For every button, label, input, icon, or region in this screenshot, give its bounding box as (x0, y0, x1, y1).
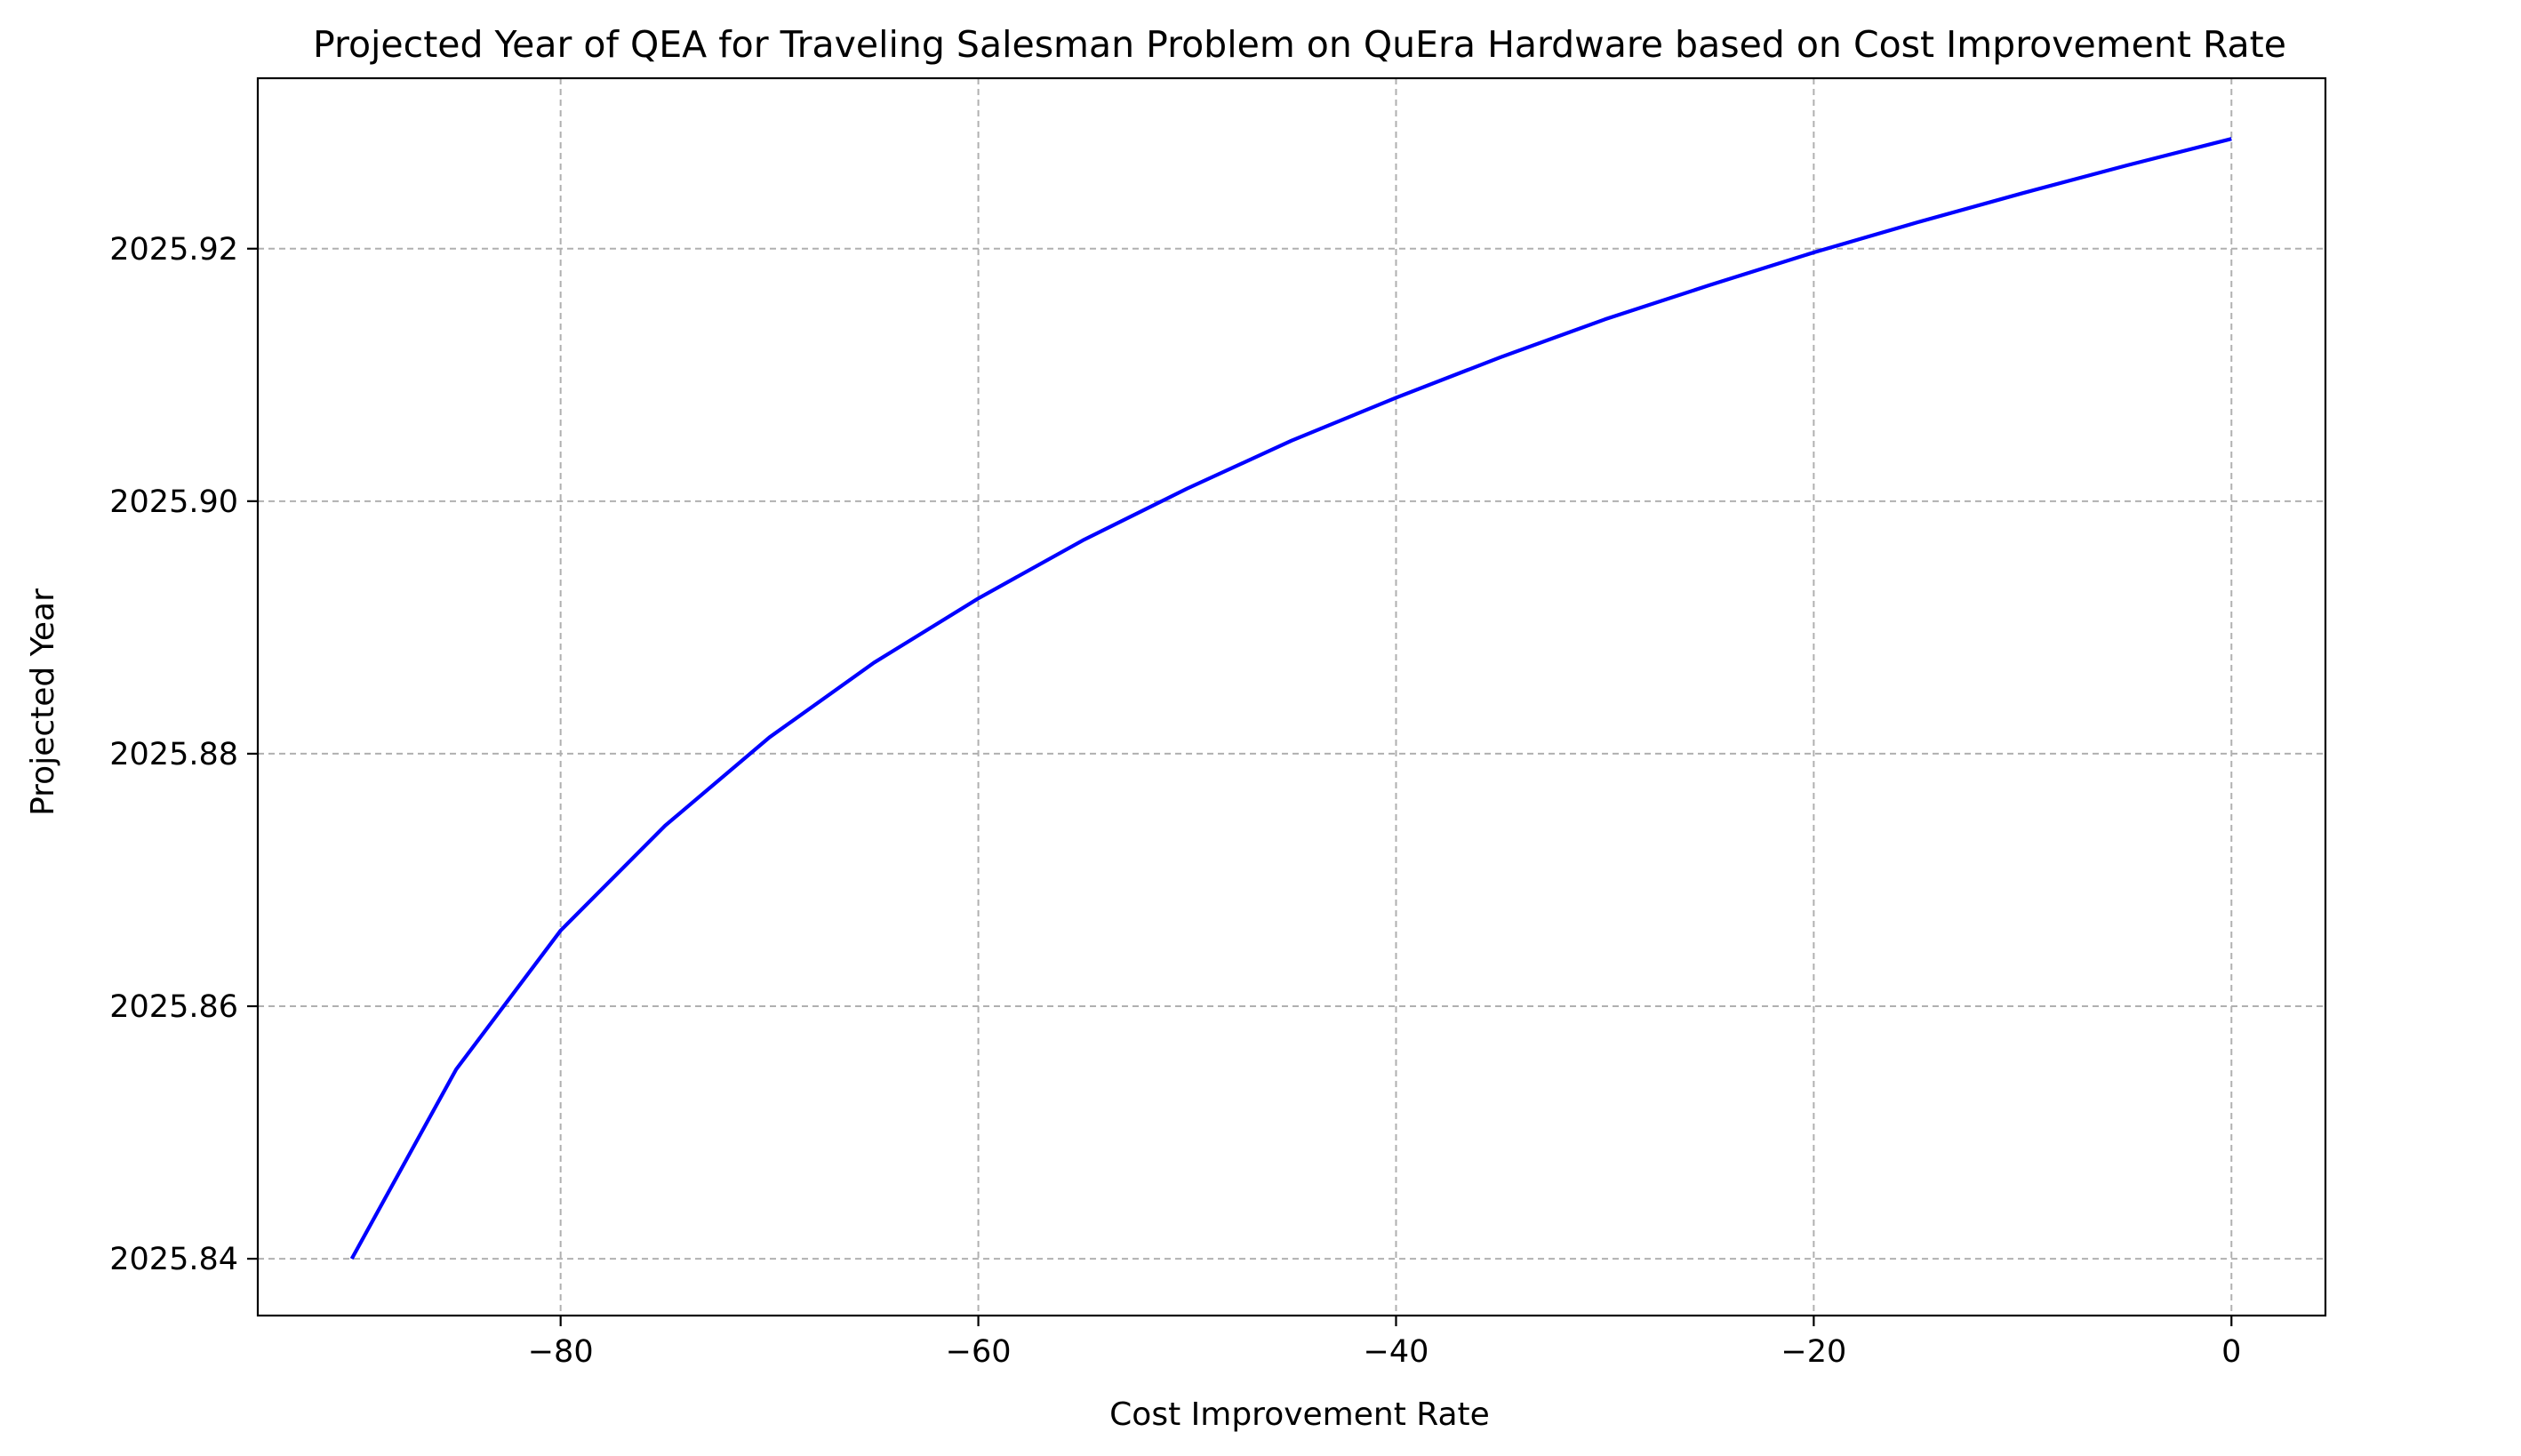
y-tick-label: 2025.90 (109, 484, 238, 520)
x-axis-label: Cost Improvement Rate (1109, 1396, 1490, 1433)
y-axis-label: Projected Year (25, 588, 61, 816)
y-axis-ticks: 2025.84 2025.86 2025.88 2025.90 2025.92 (109, 232, 258, 1277)
x-axis-ticks: −80 −60 −40 −20 0 (528, 1316, 2241, 1370)
series-line (349, 137, 2232, 1260)
x-tick-label: −60 (946, 1334, 1012, 1370)
x-tick-label: −40 (1364, 1334, 1429, 1370)
y-tick-label: 2025.88 (109, 737, 238, 772)
plot-area-frame (256, 76, 2327, 1317)
x-tick-label: −80 (528, 1334, 594, 1370)
grid (258, 78, 2325, 1316)
series-layer (349, 137, 2232, 1260)
chart-title: Projected Year of QEA for Traveling Sale… (313, 23, 2286, 66)
y-tick-label: 2025.92 (109, 232, 238, 268)
y-tick-label: 2025.84 (109, 1242, 238, 1277)
y-tick-label: 2025.86 (109, 989, 238, 1025)
x-tick-label: −20 (1781, 1334, 1846, 1370)
x-tick-label: 0 (2221, 1334, 2241, 1370)
